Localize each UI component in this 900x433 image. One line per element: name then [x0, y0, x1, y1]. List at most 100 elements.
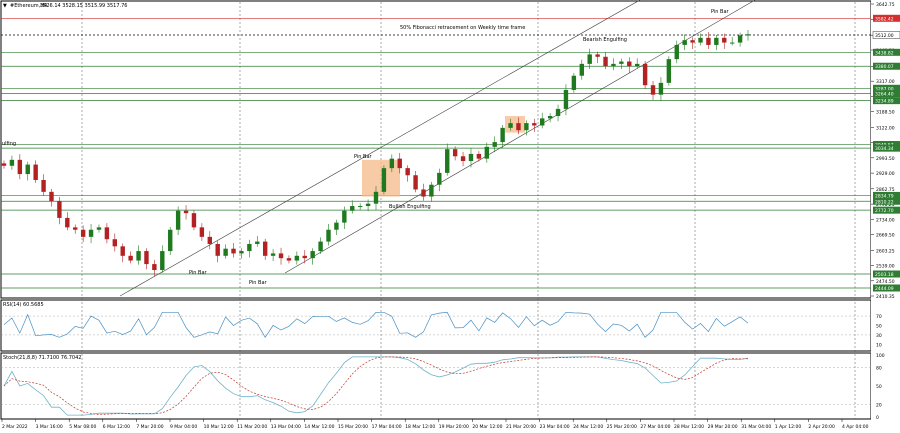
time-tick-label: 25 Mar 20:00	[607, 424, 637, 430]
candle-body	[516, 123, 521, 131]
candle-body	[247, 243, 252, 252]
candle-body	[104, 227, 110, 240]
time-tick-label: 29 Mar 20:00	[708, 424, 738, 430]
level-label-text: 3234.89	[875, 99, 894, 105]
candle-body	[397, 158, 402, 169]
candle-body	[563, 89, 569, 109]
level-label-box	[873, 62, 900, 70]
candle-body	[183, 210, 189, 214]
chart-ohlc: 3526.14 3528.15 3515.99 3517.76	[40, 3, 127, 9]
candle-body	[603, 56, 608, 67]
stoch-indicator: 100 80 50 20 0	[1, 353, 885, 421]
candle-body	[9, 159, 15, 166]
candle-body	[658, 82, 664, 95]
candle-body	[286, 258, 292, 261]
zone-bullish	[505, 116, 525, 133]
candle-body	[120, 246, 125, 256]
time-tick-label: 3 Mar 16:00	[36, 424, 63, 430]
candle-body	[270, 253, 276, 256]
level-label-text: 2444.09	[875, 286, 894, 292]
level-label-box	[873, 191, 900, 199]
pinbar-low1-label: Pin Bar	[189, 270, 208, 276]
rsi-label: RSI(14) 60.5685	[3, 302, 44, 308]
price-tick-label: 2798.25	[876, 202, 895, 208]
candle-body	[540, 118, 545, 126]
stoch-tick-label: 20	[876, 403, 882, 409]
level-label-box	[873, 197, 900, 205]
level-label-box	[873, 284, 900, 292]
candle-body	[310, 251, 315, 259]
candle-body	[587, 54, 592, 64]
candle-body	[168, 229, 173, 252]
time-tick-label: 11 Mar 20:00	[237, 424, 267, 430]
vertical-grid	[81, 2, 856, 419]
candle-body	[49, 191, 54, 202]
level-label-text: 3034.34	[875, 146, 894, 152]
candle-body	[476, 153, 482, 159]
candle-body	[468, 153, 474, 162]
candle-body	[239, 251, 244, 254]
candle-body	[619, 61, 624, 64]
candle-body	[207, 236, 212, 244]
candle-body	[389, 158, 395, 169]
candle-body	[674, 44, 679, 60]
level-label-text: 3287.00	[875, 86, 894, 92]
header-arrow-icon[interactable]: ▼	[3, 3, 7, 9]
candle-body	[500, 127, 505, 143]
candle-body	[627, 61, 632, 67]
candle-body	[152, 264, 157, 271]
candle-body	[57, 201, 62, 218]
candle-body	[445, 149, 450, 173]
candle-body	[714, 37, 719, 45]
candle-body	[666, 59, 672, 83]
candle-body	[128, 255, 133, 261]
candle-body	[405, 168, 410, 176]
price-tick-label: 2862.75	[876, 187, 895, 193]
candle-body	[508, 123, 513, 128]
level-label-text: 2772.70	[875, 208, 894, 214]
time-axis: 2 Mar 2022 3 Mar 16:00 5 Mar 08:00 6 Mar 12…	[1, 419, 869, 430]
time-tick-label: 6 Mar 12:00	[103, 424, 130, 430]
level-label-text: 3264.40	[875, 92, 894, 98]
level-label-text: 3380.07	[875, 64, 894, 70]
candle-body	[365, 203, 371, 207]
level-label-box	[872, 31, 900, 39]
time-tick-label: 4 Apr 04:00	[842, 424, 869, 430]
time-tick-label: 9 Mar 04:00	[170, 424, 197, 430]
candle-body	[136, 251, 141, 261]
bearish-engulfing-label: Bearish Engulfing	[583, 37, 627, 43]
stoch-tick-label: 50	[876, 384, 882, 390]
candle-body	[73, 227, 78, 230]
stoch-pane	[0, 352, 872, 420]
candle-body	[255, 241, 260, 244]
candle-body	[460, 156, 466, 162]
candle-body	[160, 251, 165, 271]
candle-body	[642, 63, 648, 86]
candle-body	[429, 184, 434, 197]
level-label-box	[873, 206, 900, 214]
candle-body	[706, 37, 711, 45]
candle-body	[278, 253, 284, 259]
candle-body	[484, 146, 490, 159]
stoch-tick-label: 80	[876, 365, 882, 371]
stoch-signal-line	[3, 356, 748, 415]
candle-body	[33, 164, 38, 180]
time-tick-label: 20 Mar 12:00	[472, 424, 502, 430]
candle-body	[350, 206, 355, 211]
price-tick-label: 2539.00	[876, 264, 895, 270]
candle-body	[41, 179, 46, 192]
candle-body	[223, 248, 228, 256]
chart-symbol: #Ethereum,H4	[10, 3, 47, 9]
candle-body	[413, 175, 418, 190]
candle-body	[357, 206, 363, 208]
level-label-box	[873, 97, 900, 105]
time-tick-label: 2 Mar 2022	[2, 424, 28, 430]
time-tick-label: 24 Mar 12:00	[573, 424, 603, 430]
candle-body	[65, 217, 70, 228]
rsi-tick-label: 30	[876, 333, 882, 339]
price-tick-label: 2603.25	[876, 248, 895, 254]
candle-body	[294, 255, 300, 261]
level-label-box	[873, 14, 900, 22]
price-tick-label: 2993.50	[876, 156, 895, 162]
time-tick-label: 2 Apr 20:00	[808, 424, 835, 430]
